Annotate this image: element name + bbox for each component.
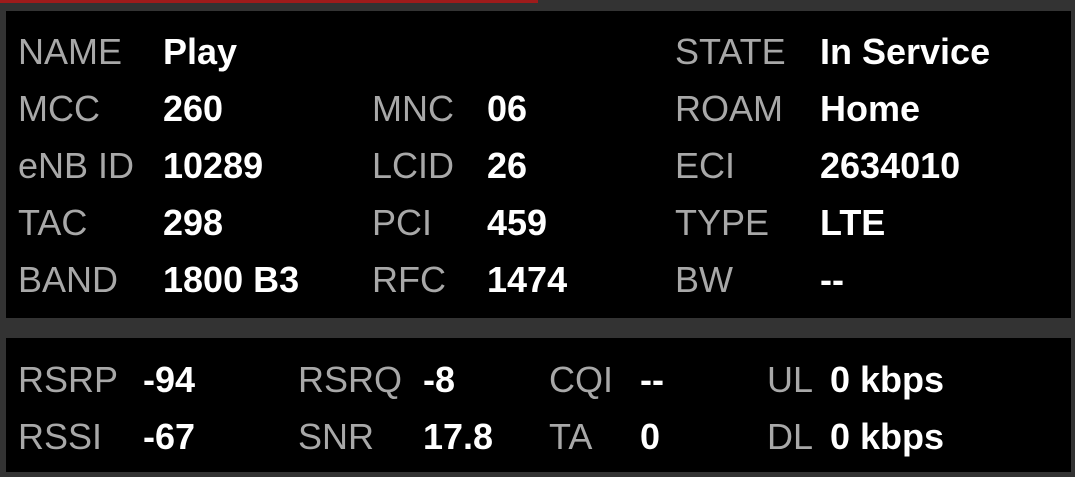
- ta-value: 0: [640, 416, 661, 457]
- tac-label: TAC: [18, 202, 88, 243]
- ul-value: 0 kbps: [830, 359, 945, 400]
- snr-label: SNR: [298, 416, 375, 457]
- state-value: In Service: [820, 31, 991, 72]
- rssi-value: -67: [143, 416, 196, 457]
- mnc-value: 06: [487, 88, 528, 129]
- ul-label: UL: [767, 359, 814, 400]
- cell-info-panel: NAME Play STATE In Service MCC 260 MNC 06 ROAM Ho…: [6, 11, 1071, 318]
- rsrq-label: RSRQ: [298, 359, 403, 400]
- type-label: TYPE: [675, 202, 770, 243]
- cqi-label: CQI: [549, 359, 614, 400]
- mcc-value: 260: [163, 88, 224, 129]
- band-label: BAND: [18, 259, 119, 300]
- tac-value: 298: [163, 202, 224, 243]
- rsrp-label: RSRP: [18, 359, 119, 400]
- rfc-value: 1474: [487, 259, 568, 300]
- bw-label: BW: [675, 259, 733, 300]
- enb-id-label: eNB ID: [18, 145, 135, 186]
- name-label: NAME: [18, 31, 123, 72]
- cqi-value: --: [640, 359, 664, 400]
- enb-id-value: 10289: [163, 145, 264, 186]
- progress-bar: [0, 0, 538, 3]
- pci-value: 459: [487, 202, 548, 243]
- rssi-label: RSSI: [18, 416, 103, 457]
- eci-value: 2634010: [820, 145, 961, 186]
- type-value: LTE: [820, 202, 886, 243]
- roam-label: ROAM: [675, 88, 783, 129]
- ta-label: TA: [549, 416, 593, 457]
- dl-value: 0 kbps: [830, 416, 945, 457]
- name-value: Play: [163, 31, 238, 72]
- lcid-label: LCID: [372, 145, 455, 186]
- band-value: 1800 B3: [163, 259, 300, 300]
- lcid-value: 26: [487, 145, 528, 186]
- mcc-label: MCC: [18, 88, 100, 129]
- state-label: STATE: [675, 31, 786, 72]
- pci-label: PCI: [372, 202, 433, 243]
- rsrp-value: -94: [143, 359, 196, 400]
- dl-label: DL: [767, 416, 814, 457]
- roam-value: Home: [820, 88, 921, 129]
- mnc-label: MNC: [372, 88, 454, 129]
- eci-label: ECI: [675, 145, 736, 186]
- rsrq-value: -8: [423, 359, 456, 400]
- rfc-label: RFC: [372, 259, 446, 300]
- bw-value: --: [820, 259, 844, 300]
- snr-value: 17.8: [423, 416, 494, 457]
- signal-panel: RSRP -94 RSRQ -8 CQI -- UL 0 kbps RSSI -67 SNR 17.8…: [6, 338, 1071, 472]
